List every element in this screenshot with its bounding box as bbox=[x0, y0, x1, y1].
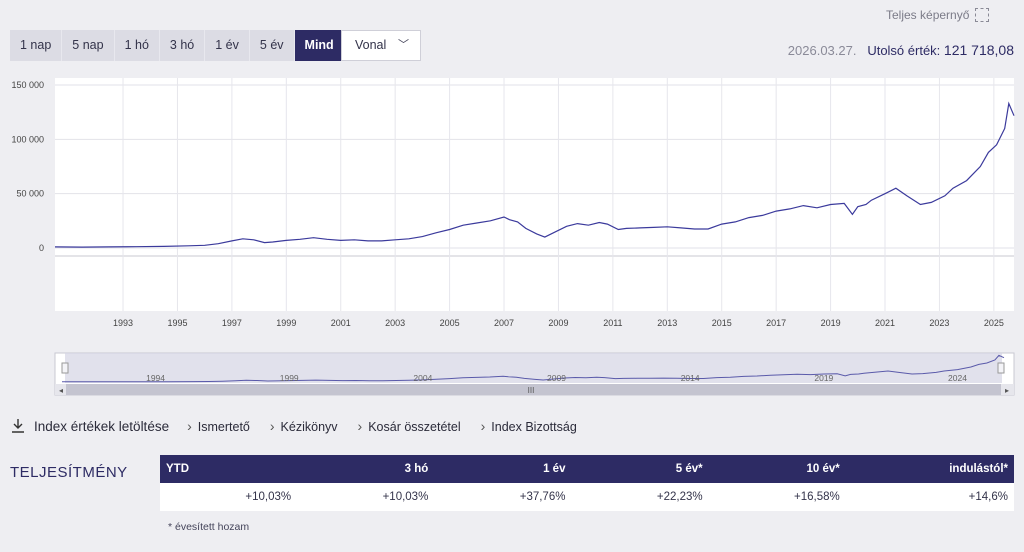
range-tab-6[interactable]: Mind bbox=[294, 30, 345, 61]
y-tick-label: 50 000 bbox=[16, 189, 44, 199]
x-tick-label: 1999 bbox=[276, 318, 296, 328]
header-1ev: 1 év bbox=[434, 455, 572, 483]
value-ytd: +10,03% bbox=[160, 483, 298, 511]
scroll-right-icon[interactable]: ▸ bbox=[1005, 386, 1009, 395]
navigator-ticks: 1994 1999 2004 2009 2014 2019 2024 bbox=[146, 373, 967, 383]
header-5ev: 5 év* bbox=[571, 455, 709, 483]
x-tick-label: 1993 bbox=[113, 318, 133, 328]
last-value-label: Utolsó érték: bbox=[867, 43, 941, 58]
x-tick-label: 2005 bbox=[440, 318, 460, 328]
scrollbar-grip-icon: III bbox=[528, 386, 535, 395]
value-1ev: +37,76% bbox=[434, 483, 572, 511]
link-ismerteto[interactable]: Ismertető bbox=[187, 418, 250, 434]
value-indulastol: +14,6% bbox=[845, 483, 1014, 511]
range-tab-5[interactable]: 5 év bbox=[249, 30, 295, 61]
y-axis-ticks: 150 000 100 000 50 000 0 bbox=[11, 80, 44, 253]
navigator-line bbox=[62, 354, 1005, 383]
chart-type-select[interactable]: Vonal ﹀ bbox=[341, 30, 421, 61]
value-5ev: +22,23% bbox=[571, 483, 709, 511]
navigator-left-handle[interactable] bbox=[61, 362, 69, 374]
header-10ev: 10 év* bbox=[708, 455, 846, 483]
x-tick-label: 1997 bbox=[222, 318, 242, 328]
download-link[interactable]: Index értékek letöltése bbox=[10, 418, 169, 434]
header-indulastol: indulástól* bbox=[845, 455, 1014, 483]
navigator-tick-label: 2009 bbox=[547, 373, 566, 383]
last-value-date: 2026.03.27. bbox=[787, 43, 857, 58]
chart-type-value: Vonal bbox=[355, 38, 387, 52]
x-tick-label: 2015 bbox=[712, 318, 732, 328]
range-tab-1[interactable]: 5 nap bbox=[62, 30, 115, 61]
x-tick-label: 2001 bbox=[331, 318, 351, 328]
link-bizottsag[interactable]: Index Bizottság bbox=[481, 418, 576, 434]
navigator-scrollbar-thumb[interactable] bbox=[66, 384, 1001, 395]
range-tabs: 1 nap 5 nap 1 hó 3 hó 1 év 5 év Mind bbox=[10, 30, 345, 61]
download-icon bbox=[12, 419, 24, 433]
navigator-tick-label: 1994 bbox=[146, 373, 165, 383]
navigator-tick-label: 2019 bbox=[814, 373, 833, 383]
navigator-tick-label: 1999 bbox=[280, 373, 299, 383]
index-chart[interactable]: 150 000 100 000 50 000 0 1993 1995 1997 1999 20… bbox=[0, 70, 1024, 400]
header-ytd: YTD bbox=[160, 455, 298, 483]
last-value-number: 121 718,08 bbox=[943, 42, 1014, 58]
download-label: Index értékek letöltése bbox=[34, 418, 170, 434]
x-tick-label: 1995 bbox=[167, 318, 187, 328]
navigator-tick-label: 2014 bbox=[681, 373, 700, 383]
chart-grid bbox=[55, 78, 1014, 311]
x-tick-label: 2019 bbox=[821, 318, 841, 328]
range-tab-4[interactable]: 1 év bbox=[205, 30, 250, 61]
performance-header-row: YTD 3 hó 1 év 5 év* 10 év* indulástól* bbox=[160, 455, 1014, 483]
x-tick-label: 2023 bbox=[929, 318, 949, 328]
scroll-left-icon[interactable]: ◂ bbox=[59, 386, 63, 395]
link-kosar[interactable]: Kosár összetétel bbox=[358, 418, 460, 434]
fullscreen-icon bbox=[975, 8, 990, 22]
navigator-tick-label: 2024 bbox=[948, 373, 967, 383]
value-3ho: +10,03% bbox=[297, 483, 435, 511]
links-row: Index értékek letöltése Ismertető Kézikö… bbox=[10, 418, 597, 434]
performance-table: YTD 3 hó 1 év 5 év* 10 év* indulástól* +… bbox=[160, 455, 1014, 511]
range-navigator[interactable]: 1994 1999 2004 2009 2014 2019 2024 III ◂ ▸ bbox=[54, 352, 1015, 396]
navigator-right-handle[interactable] bbox=[997, 362, 1005, 374]
x-tick-label: 2017 bbox=[766, 318, 786, 328]
link-kezikonyv[interactable]: Kézikönyv bbox=[270, 418, 338, 434]
x-tick-label: 2003 bbox=[385, 318, 405, 328]
performance-value-row: +10,03% +10,03% +37,76% +22,23% +16,58% … bbox=[160, 483, 1014, 511]
header-3ho: 3 hó bbox=[297, 455, 435, 483]
index-line bbox=[54, 101, 1015, 248]
fullscreen-button[interactable]: Teljes képernyő bbox=[886, 8, 990, 22]
x-tick-label: 2011 bbox=[603, 318, 622, 328]
range-tab-2[interactable]: 1 hó bbox=[114, 30, 160, 61]
x-tick-label: 2013 bbox=[657, 318, 677, 328]
chevron-down-icon: ﹀ bbox=[398, 39, 409, 51]
fullscreen-label: Teljes képernyő bbox=[886, 8, 970, 22]
x-axis-ticks: 1993 1995 1997 1999 2001 2003 2005 2007 2009 2011… bbox=[113, 318, 1004, 328]
plot-area bbox=[55, 78, 1014, 311]
x-tick-label: 2007 bbox=[494, 318, 514, 328]
last-value-info: 2026.03.27. Utolsó érték: 121 718,08 bbox=[788, 42, 1014, 58]
x-tick-label: 2021 bbox=[875, 318, 895, 328]
x-tick-label: 2009 bbox=[548, 318, 568, 328]
value-10ev: +16,58% bbox=[708, 483, 846, 511]
performance-title: TELJESÍTMÉNY bbox=[10, 464, 128, 481]
y-tick-label: 150 000 bbox=[11, 80, 44, 90]
x-tick-label: 2025 bbox=[984, 318, 1004, 328]
navigator-tick-label: 2004 bbox=[413, 373, 432, 383]
y-tick-label: 0 bbox=[39, 243, 44, 253]
range-tab-3[interactable]: 3 hó bbox=[159, 30, 206, 61]
y-tick-label: 100 000 bbox=[11, 134, 44, 144]
navigator-selection[interactable] bbox=[65, 353, 1002, 383]
range-tab-0[interactable]: 1 nap bbox=[10, 30, 63, 61]
footnote: * évesített hozam bbox=[168, 521, 250, 533]
